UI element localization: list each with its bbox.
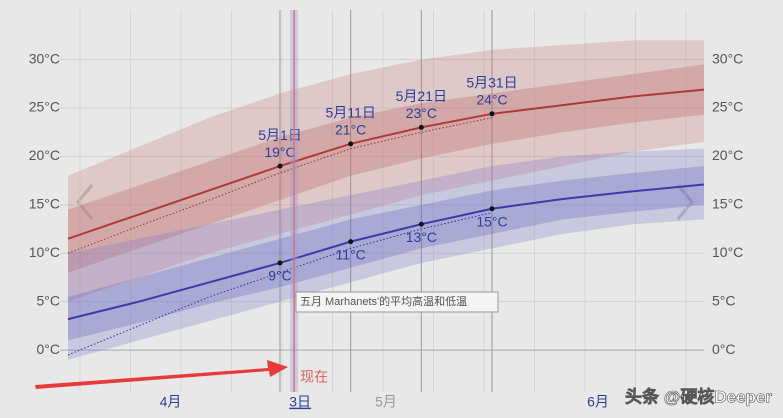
dotted-line	[67, 212, 493, 356]
y-tick-label-right: 15°C	[712, 196, 743, 212]
y-tick-label-right: 5°C	[712, 292, 736, 308]
y-tick-label-right: 20°C	[712, 147, 743, 163]
value-label: 11°C	[336, 246, 366, 262]
band	[68, 64, 704, 273]
point	[489, 206, 495, 212]
line	[67, 88, 705, 240]
y-tick-label: 25°C	[29, 99, 60, 115]
prev-arrow[interactable]	[76, 184, 94, 220]
date-label: 5月31日	[466, 75, 517, 91]
date-label: 5月21日	[396, 88, 447, 104]
y-tick-label: 0°C	[37, 341, 61, 357]
watermark: 头条 @硬核Deeper	[625, 386, 772, 406]
tooltip: 五月 Marhanets'的平均高温和低温	[300, 294, 467, 308]
band	[68, 40, 704, 302]
point	[277, 260, 283, 266]
y-tick-label: 15°C	[29, 196, 60, 212]
y-tick-label-right: 25°C	[712, 99, 743, 115]
x-tick-label: 4月	[160, 394, 182, 410]
x-tick-label: 5月	[375, 394, 397, 410]
next-arrow[interactable]	[676, 184, 694, 220]
value-label: 19°C	[264, 144, 295, 160]
y-tick-label: 30°C	[29, 50, 60, 66]
point	[418, 221, 424, 227]
now-day: 3日	[289, 394, 311, 410]
y-tick-label-right: 30°C	[712, 50, 743, 66]
point	[489, 111, 495, 117]
point	[418, 124, 424, 130]
point	[277, 163, 283, 169]
now-label: 现在	[300, 369, 328, 385]
date-label: 5月1日	[258, 127, 302, 143]
value-label: 23°C	[406, 105, 437, 121]
y-tick-label-right: 0°C	[712, 341, 736, 357]
y-tick-label-right: 10°C	[712, 244, 743, 260]
value-label: 24°C	[476, 92, 507, 108]
line	[67, 183, 705, 321]
value-label: 13°C	[406, 229, 437, 245]
value-label: 21°C	[335, 122, 366, 138]
y-tick-label: 5°C	[37, 292, 61, 308]
y-tick-label: 20°C	[29, 147, 60, 163]
y-tick-label: 10°C	[29, 244, 60, 260]
date-label: 5月11日	[326, 105, 376, 121]
point	[348, 239, 354, 245]
point	[348, 141, 354, 147]
arrow	[35, 360, 288, 389]
band	[68, 166, 704, 341]
x-tick-label: 6月	[587, 394, 609, 410]
tooltip-box	[295, 291, 499, 313]
value-label: 15°C	[476, 213, 507, 229]
value-label: 9°C	[268, 268, 292, 284]
